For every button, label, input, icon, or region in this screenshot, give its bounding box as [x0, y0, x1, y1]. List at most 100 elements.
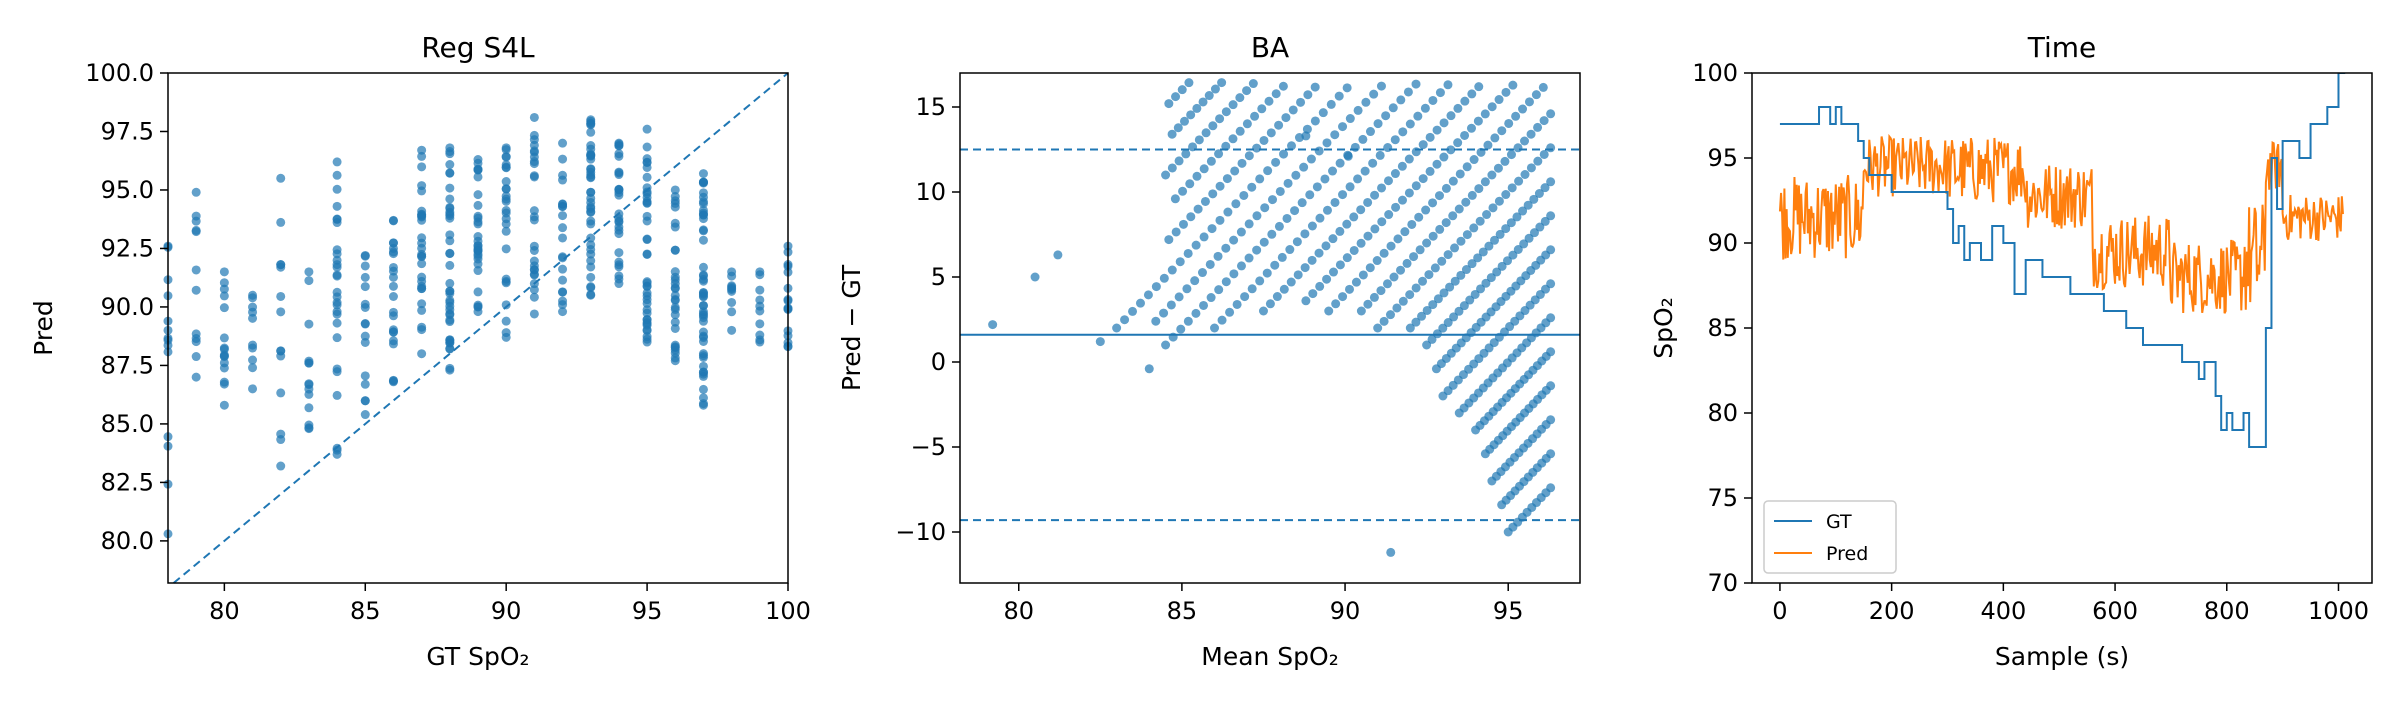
scatter-point — [1342, 253, 1352, 263]
scatter-point — [1223, 207, 1233, 217]
scatter-point — [417, 272, 427, 282]
scatter-point — [1450, 243, 1460, 253]
scatter-point — [1377, 217, 1387, 227]
scatter-point — [698, 301, 708, 311]
scatter-point — [529, 212, 539, 222]
scatter-point — [1262, 268, 1272, 278]
scatter-point — [1398, 127, 1408, 137]
scatter-point — [1389, 272, 1399, 282]
scatter-point — [614, 138, 624, 148]
scatter-point — [191, 216, 201, 226]
scatter-point — [1164, 99, 1174, 109]
scatter-point — [473, 249, 483, 259]
scatter-point — [1151, 316, 1161, 326]
scatter-point — [1483, 140, 1493, 150]
scatter-point — [417, 151, 427, 161]
scatter-point — [1392, 303, 1402, 313]
scatter-point — [1225, 307, 1235, 317]
scatter-point — [755, 335, 765, 345]
scatter-point — [1539, 116, 1549, 126]
scatter-point — [1161, 340, 1171, 350]
scatter-point — [191, 227, 201, 237]
scatter-point — [473, 155, 483, 165]
scatter-point — [1459, 301, 1469, 311]
scatter-point — [332, 201, 342, 211]
scatter-point — [1526, 129, 1536, 139]
scatter-point — [1236, 227, 1246, 237]
scatter-point — [1397, 161, 1407, 171]
scatter-point — [1421, 205, 1431, 215]
scatter-point — [1469, 155, 1479, 165]
scatter-point — [1178, 186, 1188, 196]
scatter-point — [755, 301, 765, 311]
scatter-point — [332, 170, 342, 180]
scatter-point — [219, 278, 229, 288]
scatter-point — [1247, 182, 1257, 192]
scatter-point — [332, 218, 342, 228]
scatter-point — [1186, 110, 1196, 120]
scatter-point — [219, 333, 229, 343]
scatter-point — [1467, 89, 1477, 99]
scatter-point — [1331, 299, 1341, 309]
pred-series-line — [1778, 133, 2344, 314]
scatter-point — [988, 320, 998, 330]
scatter-point — [1411, 317, 1421, 327]
scatter-point — [1214, 285, 1224, 295]
scatter-point — [360, 319, 370, 329]
scatter-point — [1279, 149, 1289, 159]
x-tick-label: 90 — [491, 597, 522, 625]
scatter-point — [1540, 216, 1550, 226]
scatter-point — [1486, 273, 1496, 283]
scatter-point — [388, 238, 398, 248]
scatter-point — [1215, 215, 1225, 225]
scatter-point — [304, 389, 314, 399]
scatter-point — [1206, 156, 1216, 166]
scatter-point — [1271, 157, 1281, 167]
panel-ba: BA 80 85 90 95 −10 −5 0 5 10 15 Mean SpO₂ Pred −… — [837, 31, 1581, 671]
x-tick-label: 85 — [1167, 597, 1198, 625]
scatter-point — [1167, 129, 1177, 139]
x-axis-ticks: 0 200 400 600 800 1000 — [1772, 583, 2369, 625]
scatter-point — [1363, 197, 1373, 207]
scatter-point — [1159, 273, 1169, 283]
scatter-point — [1492, 267, 1502, 277]
scatter-point — [1500, 156, 1510, 166]
scatter-point — [1533, 122, 1543, 132]
scatter-point — [417, 299, 427, 309]
scatter-point — [755, 295, 765, 305]
scatter-point — [1315, 281, 1325, 291]
scatter-point — [1417, 311, 1427, 321]
y-tick-label: 5 — [931, 263, 946, 291]
scatter-point — [1120, 315, 1130, 325]
scatter-point — [1192, 171, 1202, 181]
scatter-point — [388, 376, 398, 386]
scatter-point — [1404, 188, 1414, 198]
scatter-point — [1185, 179, 1195, 189]
scatter-point — [558, 233, 568, 243]
scatter-point — [1345, 182, 1355, 192]
scatter-point — [1183, 248, 1193, 258]
scatter-point — [529, 159, 539, 169]
x-axis-ticks: 80 85 90 95 100 — [209, 583, 811, 625]
scatter-point — [1506, 150, 1516, 160]
scatter-point — [670, 317, 680, 327]
scatter-point — [1370, 190, 1380, 200]
scatter-point — [1363, 231, 1373, 241]
scatter-point — [1274, 221, 1284, 231]
y-tick-label: 92.5 — [101, 234, 154, 262]
scatter-point — [1343, 151, 1353, 161]
scatter-point — [1518, 104, 1528, 114]
scatter-point — [1143, 290, 1153, 300]
x-axis-label: Mean SpO₂ — [1201, 642, 1339, 671]
legend-gt-label: GT — [1826, 511, 1852, 533]
scatter-point — [1375, 150, 1385, 160]
scatter-point — [1501, 87, 1511, 97]
scatter-point — [727, 281, 737, 291]
scatter-point — [248, 290, 258, 300]
scatter-point — [1228, 100, 1238, 110]
scatter-point — [332, 184, 342, 194]
scatter-point — [1484, 241, 1494, 251]
scatter-point — [1213, 251, 1223, 261]
scatter-point — [755, 319, 765, 329]
scatter-point — [360, 299, 370, 309]
